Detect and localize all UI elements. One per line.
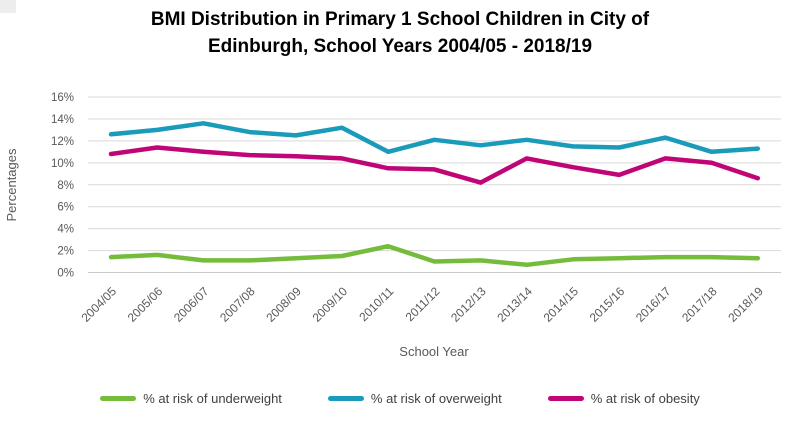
y-tick-label: 8% <box>57 180 74 192</box>
x-tick-label: 2010/11 <box>356 284 396 324</box>
underweight-line <box>108 243 761 268</box>
overweight-line <box>108 121 761 155</box>
y-axis-title: Percentages <box>4 148 19 221</box>
legend-label-underweight: % at risk of underweight <box>143 391 282 406</box>
series-lines-group <box>108 121 761 268</box>
legend: % at risk of underweight % at risk of ov… <box>0 391 800 406</box>
y-tick-label: 12% <box>51 136 74 148</box>
legend-swatch-overweight <box>327 396 364 401</box>
y-tick-label: 14% <box>51 114 74 126</box>
x-tick-label: 2011/12 <box>403 284 443 324</box>
legend-item-obesity: % at risk of obesity <box>547 391 700 406</box>
x-tick-label: 2014/15 <box>541 284 582 325</box>
legend-swatch-underweight <box>100 396 137 401</box>
gridlines-group <box>88 96 781 273</box>
legend-label-obesity: % at risk of obesity <box>590 391 700 406</box>
x-tick-label: 2016/17 <box>633 284 674 325</box>
x-tick-label: 2017/18 <box>679 284 720 325</box>
legend-item-overweight: % at risk of overweight <box>327 391 502 406</box>
y-tick-label: 4% <box>57 224 74 236</box>
y-tick-labels-group: 0% 2% 4% 6% 8% 10% 12% 14% 16% <box>51 92 74 280</box>
x-tick-label: 2012/13 <box>448 284 489 325</box>
x-tick-label: 2006/07 <box>171 284 212 325</box>
y-tick-label: 16% <box>51 92 74 104</box>
obesity-line <box>108 145 761 185</box>
y-tick-label: 0% <box>57 268 74 280</box>
x-tick-label: 2015/16 <box>587 284 628 325</box>
x-tick-label: 2004/05 <box>79 284 120 325</box>
legend-item-underweight: % at risk of underweight <box>100 391 282 406</box>
screen-corner-artifact <box>0 0 16 13</box>
chart-title: BMI Distribution in Primary 1 School Chi… <box>150 9 650 57</box>
x-tick-label: 2018/19 <box>725 284 766 325</box>
x-axis-title: School Year <box>399 344 469 359</box>
y-tick-label: 10% <box>51 158 74 170</box>
legend-swatch-obesity <box>547 396 584 401</box>
x-tick-label: 2005/06 <box>125 284 166 325</box>
y-tick-label: 2% <box>57 246 74 258</box>
x-tick-label: 2008/09 <box>263 284 304 325</box>
x-tick-labels-group: 2004/05 2005/06 2006/07 2007/08 2008/09 2009/… <box>79 284 767 325</box>
x-tick-label: 2009/10 <box>310 284 351 325</box>
x-tick-label: 2007/08 <box>217 284 258 325</box>
legend-label-overweight: % at risk of overweight <box>370 391 502 406</box>
x-tick-label: 2013/14 <box>494 284 535 325</box>
y-tick-label: 6% <box>57 202 74 214</box>
